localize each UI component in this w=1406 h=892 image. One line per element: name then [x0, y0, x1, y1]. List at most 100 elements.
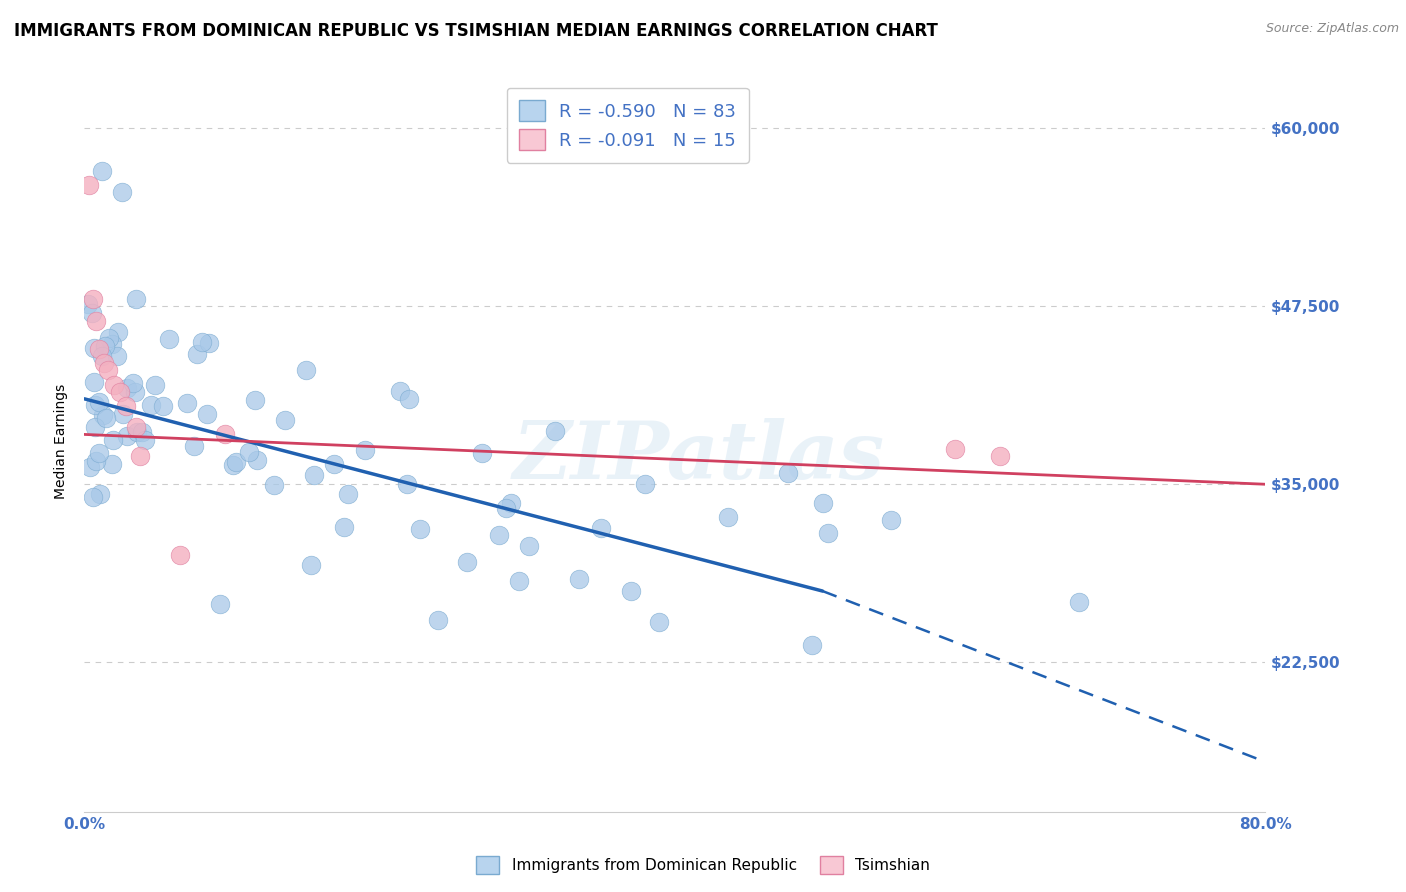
Point [157, 332, 180, 346]
Point [471, 446, 494, 460]
Point [457, 555, 479, 569]
Point [880, 513, 903, 527]
Point [91, 164, 114, 178]
Point [208, 597, 231, 611]
Text: ZIPatlas: ZIPatlas [512, 417, 884, 495]
Point [274, 413, 297, 427]
Point [131, 425, 153, 440]
Point [634, 477, 657, 491]
Point [134, 433, 156, 447]
Point [101, 336, 124, 351]
Point [336, 487, 359, 501]
Point [716, 509, 738, 524]
Point [83, 399, 105, 413]
Point [112, 407, 135, 421]
Point [97, 363, 120, 377]
Point [129, 449, 152, 463]
Point [333, 520, 356, 534]
Point [122, 376, 145, 390]
Point [98, 331, 121, 345]
Point [94, 339, 117, 353]
Point [568, 572, 591, 586]
Point [103, 377, 125, 392]
Point [813, 495, 835, 509]
Point [83, 420, 105, 434]
Point [501, 496, 523, 510]
Point [91, 349, 114, 363]
Point [87, 342, 111, 356]
Y-axis label: Median Earnings: Median Earnings [55, 384, 69, 500]
Point [225, 455, 247, 469]
Point [1069, 595, 1091, 609]
Point [124, 384, 146, 399]
Legend: R = -0.590   N = 83, R = -0.091   N = 15: R = -0.590 N = 83, R = -0.091 N = 15 [506, 87, 748, 163]
Point [77, 297, 100, 311]
Text: Source: ZipAtlas.com: Source: ZipAtlas.com [1265, 22, 1399, 36]
Point [945, 442, 967, 456]
Point [495, 501, 517, 516]
Point [169, 549, 191, 563]
Point [620, 583, 643, 598]
Point [89, 487, 111, 501]
Point [105, 349, 128, 363]
Point [84, 313, 107, 327]
Point [125, 420, 148, 434]
Point [214, 427, 236, 442]
Point [186, 347, 208, 361]
Point [83, 376, 105, 390]
Point [302, 468, 325, 483]
Point [89, 394, 111, 409]
Point [141, 398, 163, 412]
Point [96, 411, 118, 425]
Point [176, 396, 198, 410]
Point [648, 615, 671, 629]
Point [152, 399, 174, 413]
Point [80, 306, 103, 320]
Point [246, 453, 269, 467]
Point [409, 522, 432, 536]
Point [195, 408, 218, 422]
Point [108, 384, 131, 399]
Point [198, 336, 221, 351]
Point [388, 384, 411, 398]
Point [817, 526, 839, 541]
Point [988, 449, 1011, 463]
Point [426, 613, 449, 627]
Point [82, 292, 104, 306]
Point [299, 558, 322, 572]
Point [89, 446, 111, 460]
Point [778, 466, 800, 480]
Point [395, 477, 418, 491]
Point [115, 429, 138, 443]
Point [143, 378, 166, 392]
Point [114, 399, 136, 413]
Point [295, 363, 318, 377]
Point [544, 425, 567, 439]
Point [111, 186, 134, 200]
Point [488, 527, 510, 541]
Point [517, 539, 540, 553]
Point [101, 434, 124, 448]
Text: IMMIGRANTS FROM DOMINICAN REPUBLIC VS TSIMSHIAN MEDIAN EARNINGS CORRELATION CHAR: IMMIGRANTS FROM DOMINICAN REPUBLIC VS TS… [14, 22, 938, 40]
Point [127, 425, 149, 440]
Point [243, 392, 266, 407]
Point [353, 443, 375, 458]
Point [222, 458, 245, 472]
Point [183, 439, 205, 453]
Point [91, 408, 114, 422]
Point [84, 454, 107, 468]
Point [589, 521, 612, 535]
Point [83, 341, 105, 355]
Point [508, 574, 530, 588]
Point [79, 459, 101, 474]
Point [801, 638, 824, 652]
Point [322, 457, 344, 471]
Point [93, 356, 115, 370]
Point [125, 292, 148, 306]
Point [77, 178, 100, 193]
Point [398, 392, 420, 406]
Point [117, 381, 139, 395]
Point [263, 478, 285, 492]
Point [82, 490, 104, 504]
Legend: Immigrants from Dominican Republic, Tsimshian: Immigrants from Dominican Republic, Tsim… [470, 850, 936, 880]
